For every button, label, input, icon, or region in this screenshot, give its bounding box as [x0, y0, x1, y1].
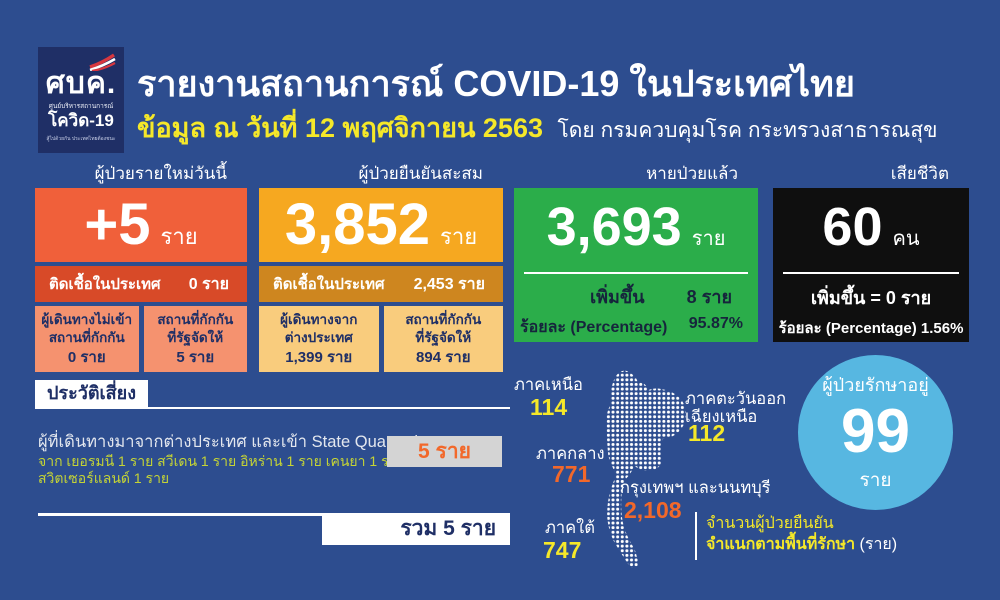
new-cases-subboxes: ผู้เดินทางไม่เข้า สถานที่กักกัน 0 ราย สถ…	[35, 306, 247, 372]
region-south-value: 747	[543, 537, 582, 563]
recovered-value: 3,693	[546, 197, 682, 257]
report-source: โดย กรมควบคุมโรค กระทรวงสาธารณสุข	[557, 119, 938, 142]
risk-title-underline	[35, 407, 510, 409]
risk-country-list-2: สวิตเซอร์แลนด์ 1 ราย	[38, 470, 170, 486]
risk-total-badge: รวม 5 ราย	[322, 513, 510, 545]
deaths-value: 60	[822, 197, 883, 257]
box-line: สถานที่กักกัน	[405, 312, 482, 327]
caption-bold-text: จำแนกตามพื้นที่รักษา	[706, 536, 856, 553]
map-caption-line1: จำนวนผู้ป่วยยืนยัน	[706, 515, 834, 532]
caption-unit: (ราย)	[859, 536, 898, 553]
deaths-unit: คน	[892, 228, 920, 250]
box-value: 1,399 ราย	[285, 349, 353, 367]
total-divider-line	[38, 513, 322, 516]
logo-org-name: ศูนย์บริหารสถานการณ์	[48, 103, 114, 110]
box-line: สถานที่กักกัน	[48, 329, 125, 345]
increase-label: เพิ่มขึ้น	[590, 287, 645, 307]
report-date: ข้อมูล ณ วันที่ 12 พฤศจิกายน 2563	[137, 113, 543, 143]
risk-history-title: ประวัติเสี่ยง	[35, 380, 148, 407]
region-north-value: 114	[530, 394, 568, 420]
caption-divider	[695, 512, 697, 560]
divider-line	[783, 272, 959, 274]
box-line: ที่รัฐจัดให้	[415, 329, 472, 345]
recovered-card-label: หายป่วยแล้ว	[646, 164, 738, 183]
not-in-quarantine-box: ผู้เดินทางไม่เข้า สถานที่กักกัน 0 ราย	[35, 306, 139, 372]
divider-line	[524, 272, 748, 274]
new-cases-domestic-band: ติดเชื้อในประเทศ 0 ราย	[35, 266, 247, 302]
page-title: รายงานสถานการณ์ COVID-19 ในประเทศไทย	[137, 63, 855, 104]
region-bangkok-label: กรุงเทพฯ และนนทบุรี	[620, 479, 771, 497]
cumulative-card: 3,852 ราย	[259, 188, 503, 262]
domestic-label: ติดเชื้อในประเทศ	[273, 276, 385, 293]
region-bangkok-value: 2,108	[624, 497, 682, 523]
active-cases-value: 99	[841, 397, 910, 467]
ccsa-logo: ศบค. ศูนย์บริหารสถานการณ์ โควิด-19 สู้ไป…	[38, 47, 124, 153]
region-northeast-line2: เฉียงเหนือ	[685, 408, 758, 427]
state-quarantine-box: สถานที่กักกัน ที่รัฐจัดให้ 894 ราย	[383, 306, 503, 372]
cumulative-unit: ราย	[440, 224, 478, 249]
active-cases-unit: ราย	[859, 469, 892, 491]
risk-count-badge: 5 ราย	[387, 436, 502, 467]
domestic-label: ติดเชื้อในประเทศ	[49, 276, 161, 293]
box-value: 0 ราย	[67, 349, 106, 367]
box-line: ผู้เดินทางไม่เข้า	[41, 312, 133, 327]
region-south-label: ภาคใต้	[545, 519, 595, 537]
new-cases-value: +5	[84, 192, 151, 257]
box-value: 5 ราย	[176, 349, 215, 367]
active-cases-circle: ผู้ป่วยรักษาอยู่ 99 ราย	[798, 355, 953, 510]
cumulative-card-label: ผู้ป่วยยืนยันสะสม	[358, 164, 483, 183]
new-cases-card: +5 ราย	[35, 188, 247, 262]
recovered-main: 3,693 ราย	[514, 188, 758, 260]
recovered-percentage-row: ร้อยละ (Percentage) 95.87%	[514, 311, 758, 340]
box-line: ต่างประเทศ	[284, 329, 353, 345]
box-line: สถานที่กักกัน	[157, 312, 234, 327]
percentage-label: ร้อยละ (Percentage)	[520, 319, 668, 336]
deaths-percentage-row: ร้อยละ (Percentage) 1.56%	[778, 320, 964, 337]
box-value: 894 ราย	[416, 349, 471, 367]
thailand-dotted-map	[605, 370, 686, 568]
region-north-label: ภาคเหนือ	[514, 376, 583, 394]
logo-abbr: ศบค.	[45, 67, 117, 100]
cumulative-subboxes: ผู้เดินทางจาก ต่างประเทศ 1,399 ราย สถานท…	[259, 306, 503, 372]
deaths-increase-row: เพิ่มขึ้น = 0 ราย	[810, 288, 932, 308]
deaths-main: 60 คน	[773, 188, 969, 260]
deaths-card-label: เสียชีวิต	[890, 164, 949, 183]
state-quarantine-box: สถานที่กักกัน ที่รัฐจัดให้ 5 ราย	[143, 306, 247, 372]
increase-value: 8 ราย	[686, 287, 732, 307]
thai-flag-swoosh-icon	[89, 53, 116, 71]
cumulative-value: 3,852	[284, 192, 431, 257]
deaths-card: 60 คน เพิ่มขึ้น = 0 ราย ร้อยละ (Percenta…	[773, 188, 969, 342]
recovered-card: 3,693 ราย เพิ่มขึ้น 8 ราย ร้อยละ (Percen…	[514, 188, 758, 342]
recovered-unit: ราย	[691, 228, 726, 250]
recovered-increase-row: เพิ่มขึ้น 8 ราย	[514, 274, 758, 311]
region-central-label: ภาคกลาง	[536, 445, 605, 463]
region-northeast-label: ภาคตะวันออก เฉียงเหนือ	[685, 390, 786, 426]
percentage-value: 95.87%	[688, 315, 743, 332]
domestic-value: 2,453 ราย	[413, 275, 485, 293]
logo-tagline: สู้ไปด้วยกัน ประเทศไทยต้องชนะ	[46, 136, 116, 143]
risk-description: ผู้ที่เดินทางมาจากต่างประเทศ และเข้า Sta…	[38, 433, 437, 451]
domestic-value: 0 ราย	[188, 275, 229, 293]
cumulative-domestic-band: ติดเชื้อในประเทศ 2,453 ราย	[259, 266, 503, 302]
region-northeast-value: 112	[688, 420, 726, 446]
box-line: ที่รัฐจัดให้	[167, 329, 224, 345]
region-central-value: 771	[552, 461, 591, 487]
new-cases-unit: ราย	[160, 224, 198, 249]
map-caption-line2: จำแนกตามพื้นที่รักษา (ราย)	[706, 532, 897, 557]
risk-country-list: จาก เยอรมนี 1 ราย สวีเดน 1 ราย อิหร่าน 1…	[38, 453, 405, 469]
logo-covid-label: โควิด-19	[48, 111, 114, 130]
box-line: ผู้เดินทางจาก	[280, 312, 358, 327]
from-abroad-box: ผู้เดินทางจาก ต่างประเทศ 1,399 ราย	[259, 306, 379, 372]
new-cases-card-label: ผู้ป่วยรายใหม่วันนี้	[94, 164, 227, 183]
region-northeast-line1: ภาคตะวันออก	[685, 390, 787, 408]
report-subtitle: ข้อมูล ณ วันที่ 12 พฤศจิกายน 2563 โดย กร…	[137, 106, 937, 149]
active-cases-label: ผู้ป่วยรักษาอยู่	[822, 375, 929, 396]
